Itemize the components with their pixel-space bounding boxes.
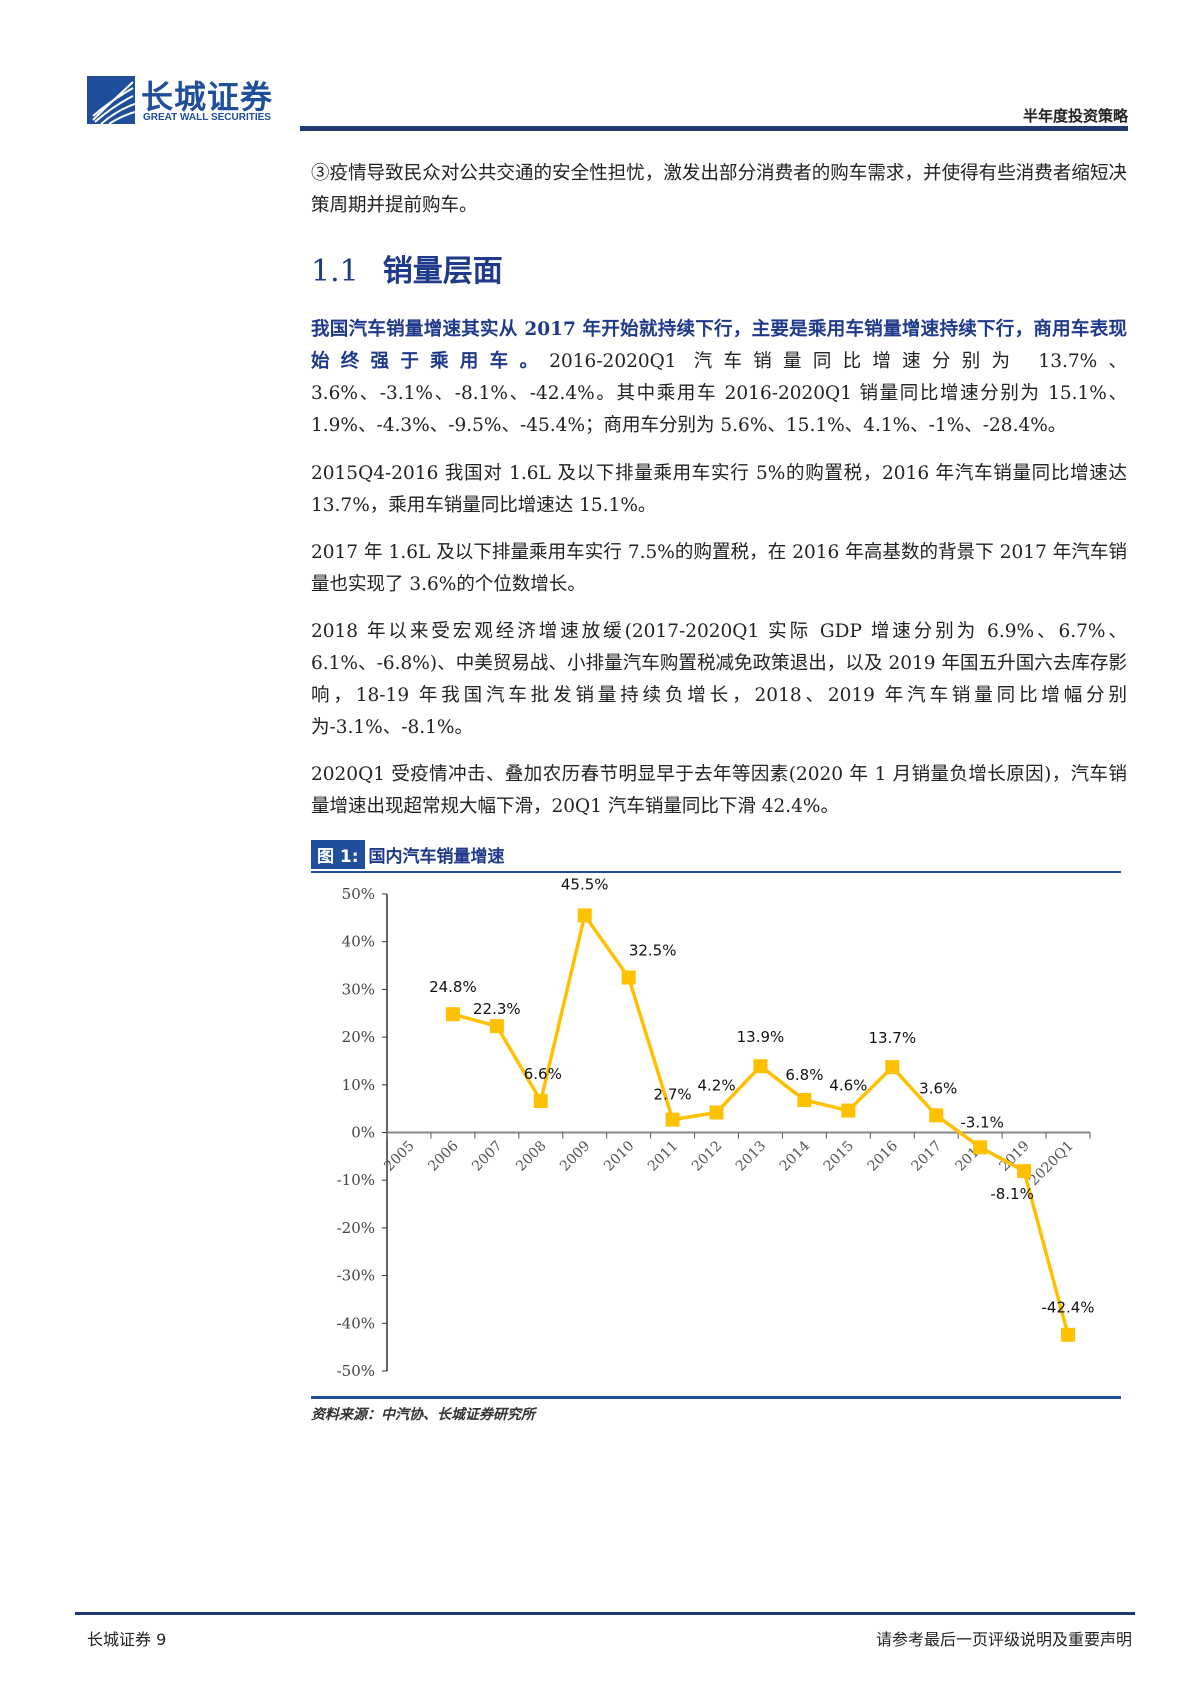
- footer-divider: [75, 1612, 1135, 1615]
- x-tick-label: 2010: [601, 1138, 638, 1175]
- figure-divider-top: [311, 871, 1121, 873]
- data-label: 4.2%: [697, 1076, 735, 1094]
- figure-number: 图 1:: [311, 839, 365, 869]
- paragraph-text: 2016-2020Q1 汽车销量同比增速分别为 13.7%、3.6%、-3.1%…: [311, 351, 1127, 436]
- x-tick-label: 2020Q1: [1026, 1138, 1077, 1189]
- footer-disclaimer: 请参考最后一页评级说明及重要声明: [875, 1630, 1132, 1649]
- data-point: [665, 1112, 680, 1127]
- document-type: 半年度投资策略: [1022, 107, 1128, 125]
- logo: 长城证券 GREAT WALL SECURITIES: [87, 76, 287, 126]
- paragraph: ③疫情导致民众对公共交通的安全性担忧，激发出部分消费者的购车需求，并使得有些消费…: [311, 163, 1127, 216]
- section-title: 销量层面: [382, 254, 503, 289]
- figure-divider-bottom: [311, 1396, 1121, 1399]
- paragraph: 2015Q4-2016 我国对 1.6L 及以下排量乘用车实行 5%的购置税，2…: [311, 463, 1127, 516]
- data-point: [841, 1103, 856, 1118]
- data-label: 2.7%: [654, 1086, 692, 1104]
- data-label: -8.1%: [990, 1185, 1034, 1203]
- x-tick-label: 2007: [469, 1138, 506, 1175]
- paragraph: 2020Q1 受疫情冲击、叠加农历春节明显早于去年等因素(2020 年 1 月销…: [311, 764, 1127, 817]
- x-tick-label: 2013: [733, 1138, 770, 1175]
- y-tick-label: -50%: [337, 1362, 375, 1380]
- x-tick-label: 2016: [865, 1138, 902, 1175]
- paragraph: 2018 年以来受宏观经济增速放缓(2017-2020Q1 实际 GDP 增速分…: [311, 621, 1127, 738]
- data-point: [885, 1060, 900, 1075]
- data-point: [797, 1093, 812, 1108]
- paragraph: 2017 年 1.6L 及以下排量乘用车实行 7.5%的购置税，在 2016 年…: [311, 542, 1127, 595]
- y-tick-label: -40%: [337, 1314, 375, 1332]
- data-point: [533, 1094, 548, 1109]
- data-point: [577, 908, 592, 923]
- paragraph: 我国汽车销量增速其实从 2017 年开始就持续下行，主要是乘用车销量增速持续下行…: [311, 314, 1127, 442]
- data-label: 6.8%: [785, 1066, 823, 1084]
- data-point: [621, 970, 636, 985]
- y-tick-label: -20%: [337, 1219, 375, 1237]
- y-tick-label: 50%: [342, 885, 375, 903]
- logo-mark: [87, 76, 135, 124]
- y-tick-label: 30%: [342, 980, 375, 998]
- data-point: [709, 1105, 724, 1120]
- data-label: 24.8%: [429, 978, 477, 996]
- y-tick-label: -30%: [337, 1267, 375, 1285]
- logo-text-en: GREAT WALL SECURITIES: [143, 112, 271, 123]
- data-point: [973, 1140, 988, 1155]
- data-label: 32.5%: [629, 941, 677, 959]
- x-tick-label: 2006: [425, 1138, 462, 1175]
- x-tick-label: 2012: [689, 1138, 726, 1175]
- figure-title: 图 1: 国内汽车销量增速: [311, 839, 505, 869]
- header-divider: [300, 126, 1128, 131]
- figure-name: 国内汽车销量增速: [368, 846, 505, 867]
- x-tick-label: 2014: [777, 1138, 814, 1175]
- x-tick-label: 2008: [513, 1138, 550, 1175]
- data-label: 6.6%: [524, 1065, 562, 1083]
- data-point: [489, 1019, 504, 1034]
- data-label: 13.9%: [737, 1028, 785, 1046]
- x-tick-label: 2017: [909, 1138, 946, 1175]
- data-point: [1017, 1164, 1032, 1179]
- data-point: [929, 1108, 944, 1123]
- section-number: 1.1: [311, 254, 359, 289]
- data-label: 13.7%: [868, 1029, 916, 1047]
- data-label: 45.5%: [561, 875, 609, 893]
- data-label: 4.6%: [829, 1077, 867, 1095]
- y-tick-label: 20%: [342, 1028, 375, 1046]
- section-heading: 1.1 销量层面: [311, 246, 503, 290]
- figure-source: 资料来源：中汽协、长城证券研究所: [311, 1407, 535, 1423]
- line-chart: 50% 40% 30% 20% 10% 0% -10% -20% -30% -40% -50% 200…: [337, 875, 1095, 1380]
- data-label: -3.1%: [960, 1113, 1004, 1131]
- data-label: -42.4%: [1041, 1299, 1094, 1317]
- x-tick-label: 2015: [821, 1138, 858, 1175]
- data-label: 3.6%: [919, 1079, 957, 1097]
- data-point: [753, 1059, 768, 1074]
- y-tick-label: 40%: [342, 933, 375, 951]
- x-tick-label: 2009: [557, 1138, 594, 1175]
- y-tick-label: 0%: [351, 1124, 375, 1142]
- data-point: [1061, 1327, 1076, 1342]
- footer-page: 长城证券 9: [87, 1630, 167, 1649]
- data-point: [445, 1007, 460, 1022]
- x-tick-label: 2011: [645, 1138, 682, 1175]
- y-tick-label: 10%: [342, 1076, 375, 1094]
- data-label: 22.3%: [473, 1000, 521, 1018]
- y-tick-label: -10%: [337, 1171, 375, 1189]
- logo-text-cn: 长城证券: [141, 78, 274, 116]
- paragraph-highlight: 我国汽车销量增速其实从 2017 年开始就持续下行，主要是乘用车销量增速持续下行…: [311, 319, 1127, 372]
